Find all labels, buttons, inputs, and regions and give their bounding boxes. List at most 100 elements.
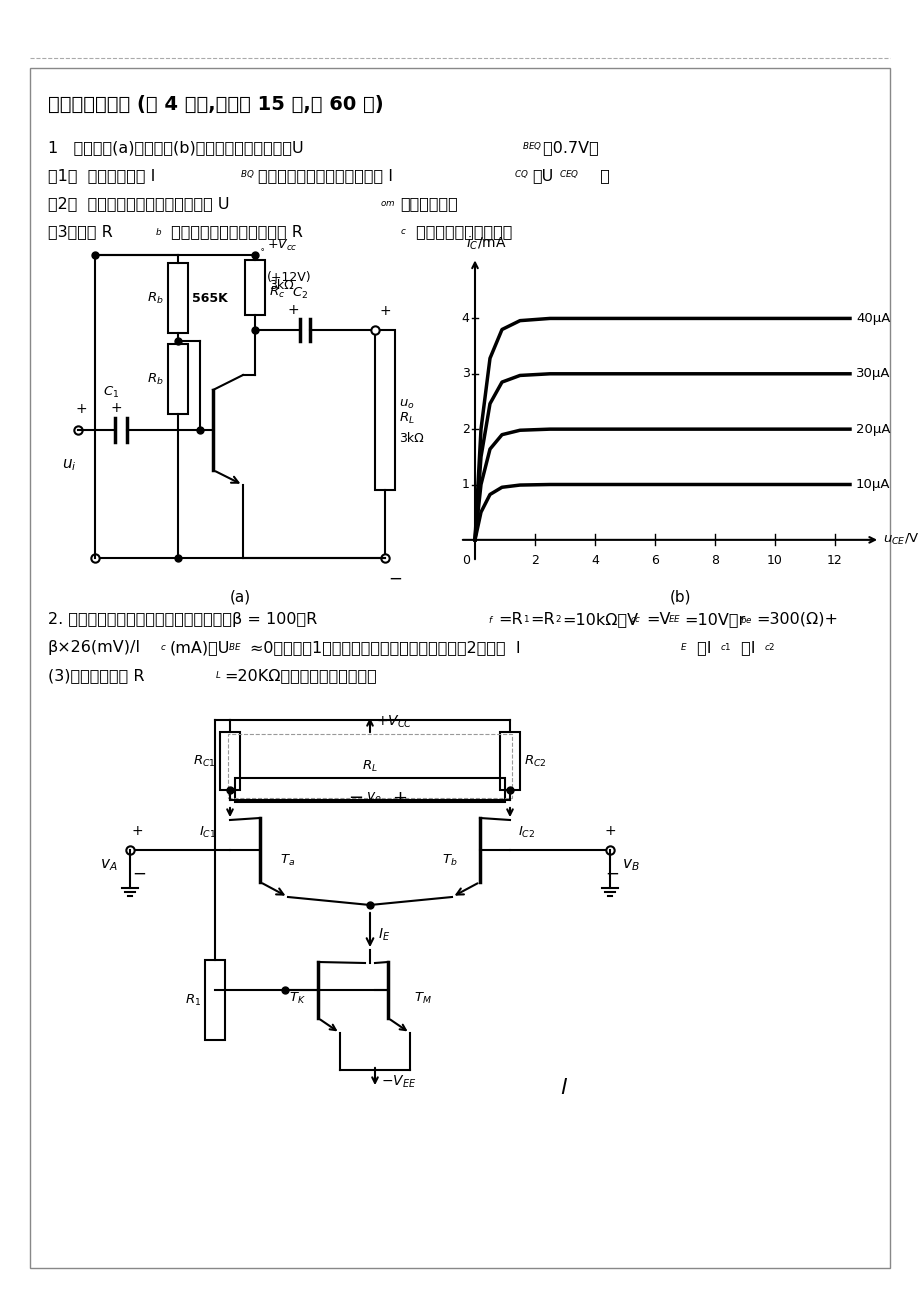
Text: $_2$: $_2$: [554, 612, 562, 625]
Bar: [234, 779, 505, 802]
Bar: [375, 329, 394, 490]
Text: $_{BE}$: $_{BE}$: [228, 641, 242, 654]
Text: $\mathit{l}$: $\mathit{l}$: [560, 1078, 567, 1098]
Text: （有效值）。: （有效值）。: [400, 197, 458, 211]
Text: $_{om}$: $_{om}$: [380, 197, 395, 210]
Text: 3: 3: [461, 367, 469, 380]
Text: $I_{C2}$: $I_{C2}$: [517, 824, 535, 840]
Text: =10kΩ，V: =10kΩ，V: [562, 612, 638, 628]
Text: β×26(mV)/I: β×26(mV)/I: [48, 641, 141, 655]
Text: =300(Ω)+: =300(Ω)+: [755, 612, 837, 628]
Bar: [220, 732, 240, 790]
Text: $_f$: $_f$: [487, 612, 494, 625]
Text: 40μA: 40μA: [855, 312, 890, 326]
Text: $_b$: $_b$: [154, 224, 162, 237]
Text: $v_B$: $v_B$: [621, 857, 639, 872]
Text: $_{CEQ}$: $_{CEQ}$: [559, 168, 579, 181]
Text: 1   电路如图(a)所示，图(b)是晶体管的输出特性，U: 1 电路如图(a)所示，图(b)是晶体管的输出特性，U: [48, 141, 303, 155]
Text: $R_L$: $R_L$: [362, 759, 378, 773]
Text: 3kΩ: 3kΩ: [399, 432, 424, 445]
Text: (a): (a): [230, 590, 251, 605]
Text: +: +: [391, 789, 406, 807]
Bar: [168, 263, 187, 333]
Text: $_E$: $_E$: [679, 641, 686, 654]
Text: $T_M$: $T_M$: [414, 991, 431, 1005]
Text: +: +: [288, 303, 300, 316]
Text: −: −: [388, 570, 402, 589]
Text: 10μA: 10μA: [855, 478, 890, 491]
Text: 2: 2: [530, 553, 539, 566]
Text: $_{BQ}$: $_{BQ}$: [240, 168, 255, 181]
Text: $_c$: $_c$: [160, 641, 166, 654]
Text: $_{c2}$: $_{c2}$: [763, 641, 775, 654]
Text: $C_1$: $C_1$: [103, 385, 119, 400]
Text: 1: 1: [461, 478, 469, 491]
Text: 6: 6: [651, 553, 658, 566]
Text: ，再利用图解法求静态工作点 I: ，再利用图解法求静态工作点 I: [257, 168, 392, 184]
Text: −: −: [605, 865, 618, 883]
Text: $R_b$: $R_b$: [147, 290, 164, 306]
Text: 20μA: 20μA: [855, 423, 890, 436]
Text: 30μA: 30μA: [855, 367, 890, 380]
Text: $v_A$: $v_A$: [100, 857, 118, 872]
Bar: [499, 732, 519, 790]
Text: (mA)，U: (mA)，U: [170, 641, 230, 655]
Text: $I_E$: $I_E$: [378, 927, 390, 943]
Text: =10V，r: =10V，r: [683, 612, 744, 628]
Text: $u_o$: $u_o$: [399, 397, 414, 410]
Text: ＝0.7V。: ＝0.7V。: [538, 141, 598, 155]
Text: 2: 2: [461, 423, 469, 436]
Text: $_1$: $_1$: [522, 612, 529, 625]
Bar: [244, 260, 265, 315]
Text: $-V_{EE}$: $-V_{EE}$: [380, 1074, 416, 1090]
Text: −: −: [347, 789, 363, 807]
Text: （3）增大 R: （3）增大 R: [48, 224, 113, 240]
Text: (3)若在输出端加 R: (3)若在输出端加 R: [48, 668, 144, 684]
Text: 可能会产生哪种失真？: 可能会产生哪种失真？: [411, 224, 512, 240]
Text: +: +: [605, 824, 616, 838]
Text: $_{c1}$: $_{c1}$: [720, 641, 731, 654]
Text: 三、分析计算题 (共 4 小题,每小题 15 分,共 60 分): 三、分析计算题 (共 4 小题,每小题 15 分,共 60 分): [48, 95, 383, 115]
Text: 、I: 、I: [691, 641, 710, 655]
Text: （1）  先用估算法求 I: （1） 先用估算法求 I: [48, 168, 155, 184]
Text: $R_{C2}$: $R_{C2}$: [524, 754, 546, 768]
Text: $i_C$/mA: $i_C$/mA: [466, 234, 506, 253]
Text: $T_a$: $T_a$: [279, 853, 295, 867]
Text: $R_b$: $R_b$: [147, 371, 164, 387]
Text: $_{BEQ}$: $_{BEQ}$: [521, 141, 541, 154]
Bar: [168, 344, 187, 414]
Bar: [205, 960, 225, 1040]
Text: ≈0。问：（1）哪些三极管构成镜像电流源？（2）估算  I: ≈0。问：（1）哪些三极管构成镜像电流源？（2）估算 I: [250, 641, 520, 655]
Text: $T_b$: $T_b$: [441, 853, 457, 867]
Text: +$V_{cc}$: +$V_{cc}$: [267, 238, 297, 253]
Text: (+12V): (+12V): [267, 271, 312, 284]
Text: −: −: [131, 865, 146, 883]
Text: $R_{C1}$: $R_{C1}$: [193, 754, 216, 768]
Text: $\circ$: $\circ$: [259, 243, 265, 253]
Text: =V: =V: [645, 612, 670, 628]
Text: $_{EE}$: $_{EE}$: [667, 612, 680, 625]
Text: 10: 10: [766, 553, 782, 566]
Text: 3kΩ: 3kΩ: [268, 279, 293, 292]
Text: 4: 4: [590, 553, 598, 566]
Text: =R: =R: [497, 612, 522, 628]
Text: $v_o$: $v_o$: [361, 790, 381, 805]
Text: 8: 8: [710, 553, 719, 566]
Text: $u_{CE}$/V: $u_{CE}$/V: [882, 533, 918, 547]
Text: 4: 4: [461, 312, 469, 326]
Text: $_{be}$: $_{be}$: [739, 612, 752, 625]
Text: $_c$: $_c$: [400, 224, 406, 237]
Text: $_{CQ}$: $_{CQ}$: [514, 168, 528, 181]
Text: $T_K$: $T_K$: [289, 991, 306, 1005]
Bar: [228, 734, 512, 798]
Text: 。: 。: [589, 168, 609, 184]
Text: 12: 12: [826, 553, 842, 566]
Text: +: +: [111, 401, 122, 415]
Text: $R_L$: $R_L$: [399, 410, 414, 426]
Text: $I_{C1}$: $I_{C1}$: [199, 824, 216, 840]
Text: =20KΩ，估算差模电压增益。: =20KΩ，估算差模电压增益。: [223, 668, 377, 684]
Text: $R_1$: $R_1$: [185, 992, 200, 1008]
Text: $u_i$: $u_i$: [62, 457, 76, 473]
Text: 2. 图示电路中，各晶体管的参数均相同，β = 100，R: 2. 图示电路中，各晶体管的参数均相同，β = 100，R: [48, 612, 317, 628]
Text: （2）  图解法求最大不失真输出电压 U: （2） 图解法求最大不失真输出电压 U: [48, 197, 229, 211]
